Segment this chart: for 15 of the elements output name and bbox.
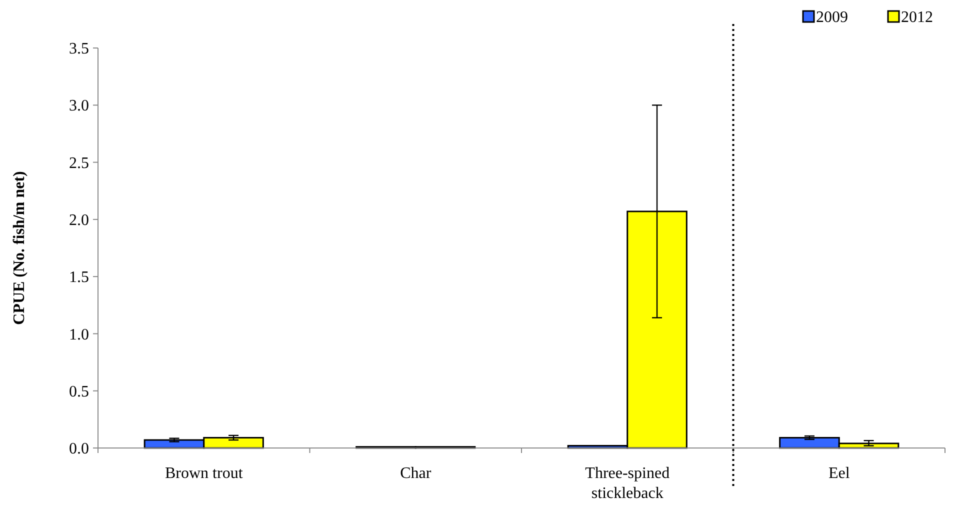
x-tick-label: Eel: [828, 465, 850, 482]
y-tick-label: 0.5: [69, 383, 89, 400]
y-axis-title: CPUE (No. fish/m net): [11, 171, 28, 325]
legend-label: 2009: [816, 9, 848, 26]
y-tick-label: 3.0: [69, 98, 89, 115]
y-tick-label: 1.5: [69, 269, 89, 286]
legend-label: 2012: [901, 9, 933, 26]
x-tick-label: Brown trout: [164, 465, 244, 482]
x-tick-label: Three-spined stickleback: [585, 465, 670, 502]
y-tick-label: 3.5: [69, 40, 89, 58]
y-tick-label: 2.5: [69, 154, 89, 172]
y-tick-label: 0.0: [69, 440, 89, 458]
x-tick-label: Char: [400, 465, 432, 482]
y-tick-label: 2.0: [69, 212, 89, 230]
y-tick-label: 1.0: [69, 326, 89, 344]
